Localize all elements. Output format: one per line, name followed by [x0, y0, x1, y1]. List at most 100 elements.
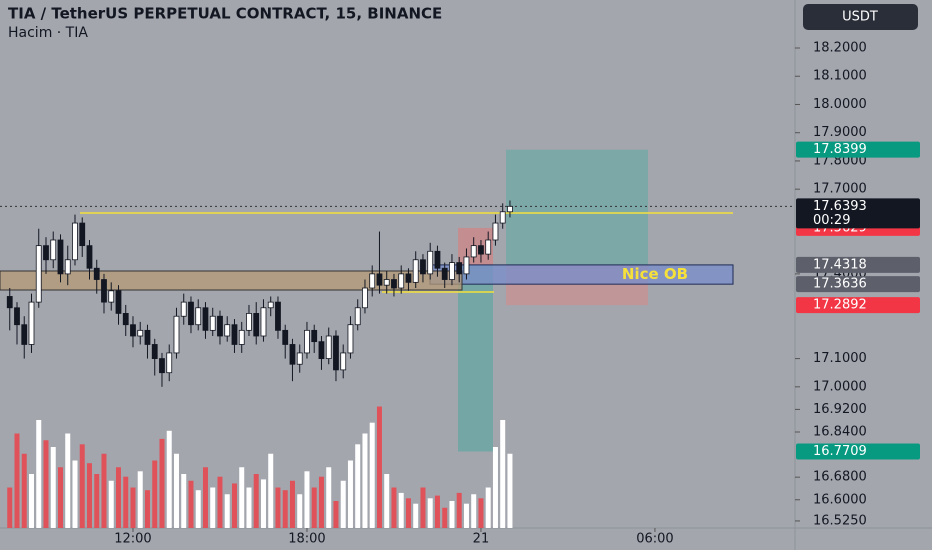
- candle-body: [311, 329, 318, 343]
- candle-body: [28, 301, 35, 345]
- volume-bar: [434, 495, 440, 528]
- volume-bar: [326, 467, 332, 528]
- candle-body: [79, 222, 86, 247]
- candle-body: [122, 313, 129, 326]
- volume-bar: [311, 487, 317, 528]
- y-tick-label: 17.1000: [813, 351, 867, 366]
- candle-body: [50, 239, 57, 261]
- volume-bar: [94, 474, 100, 528]
- volume-bar: [333, 501, 339, 528]
- volume-bar: [507, 453, 513, 528]
- candle-body: [231, 324, 238, 345]
- currency-button-label[interactable]: USDT: [842, 10, 878, 25]
- candle-body: [260, 307, 267, 337]
- volume-bar: [166, 430, 172, 528]
- candle-body: [101, 279, 107, 303]
- candle-body: [209, 315, 216, 331]
- candle-body: [159, 358, 165, 374]
- candle-body: [14, 307, 20, 326]
- volume-bar: [108, 480, 114, 528]
- candle-body: [325, 335, 332, 359]
- candle-body: [173, 315, 180, 354]
- candle-body: [412, 259, 419, 283]
- candle-body: [318, 341, 325, 359]
- candle-body: [485, 239, 492, 255]
- volume-bar: [347, 460, 353, 528]
- candle-body: [449, 262, 455, 280]
- x-tick-label: 12:00: [114, 532, 151, 547]
- zone-box: [0, 270, 463, 291]
- x-tick-label: 18:00: [288, 532, 325, 547]
- candle-body: [441, 267, 448, 280]
- currency-button[interactable]: [803, 4, 918, 30]
- y-tick-label: 18.0000: [813, 97, 867, 112]
- candle-body: [499, 211, 506, 224]
- volume-bar: [289, 480, 295, 528]
- candle-body: [369, 273, 376, 289]
- volume-bar: [369, 422, 375, 528]
- volume-bar: [36, 420, 42, 528]
- volume-bar: [130, 487, 136, 528]
- volume-bar: [224, 494, 230, 528]
- volume-bar: [79, 444, 85, 528]
- candle-body: [478, 245, 484, 255]
- candle-body: [224, 324, 231, 337]
- candle-body: [376, 273, 383, 286]
- candle-body: [427, 250, 434, 275]
- volume-bar: [72, 460, 78, 528]
- price-label: 17.2892: [813, 298, 867, 313]
- candle-body: [35, 245, 42, 303]
- volume-bar: [420, 487, 426, 528]
- volume-bar: [123, 476, 129, 528]
- y-tick-label: 16.5250: [813, 513, 867, 528]
- volume-bar: [159, 438, 165, 528]
- volume-bar: [355, 444, 361, 528]
- volume-bar: [28, 474, 34, 528]
- candle-body: [57, 239, 64, 275]
- volume-bar: [50, 447, 56, 528]
- volume-bar: [239, 467, 245, 528]
- candle-body: [507, 205, 513, 213]
- candle-body: [253, 313, 260, 337]
- volume-bar: [449, 501, 455, 528]
- candle-body: [267, 301, 274, 309]
- price-label-chip: [796, 276, 920, 293]
- volume-bar: [195, 490, 201, 528]
- y-tick-label: 18.1000: [813, 69, 867, 84]
- x-tick-label: 06:00: [636, 532, 673, 547]
- volume-bar: [202, 467, 208, 528]
- candle-body: [115, 290, 122, 314]
- volume-bar: [115, 467, 121, 528]
- volume-bar: [463, 503, 469, 528]
- volume-bar: [275, 487, 281, 528]
- candle-body: [202, 307, 209, 331]
- price-label: 17.3636: [813, 277, 867, 292]
- price-label-chip: [796, 297, 920, 314]
- volume-bar: [282, 490, 288, 528]
- volume-bar: [181, 474, 187, 528]
- y-tick-label: 17.9000: [813, 125, 867, 140]
- target-zone: [506, 149, 648, 265]
- volume-bar: [173, 453, 179, 528]
- volume-bar: [217, 476, 223, 528]
- price-label: 17.8399: [813, 142, 867, 157]
- candle-body: [246, 313, 252, 331]
- candle-body: [333, 335, 339, 371]
- volume-bar: [246, 487, 252, 528]
- volume-bar: [86, 463, 92, 528]
- volume-bar: [65, 433, 71, 528]
- volume-bar: [304, 471, 310, 528]
- volume-bar: [101, 453, 107, 528]
- volume-bar: [485, 487, 491, 528]
- volume-bar: [7, 487, 13, 528]
- volume-bar: [14, 433, 20, 528]
- candle-body: [188, 301, 194, 326]
- candle-body: [21, 324, 28, 345]
- candle-body: [6, 296, 13, 309]
- y-tick-label: 17.0000: [813, 379, 867, 394]
- volume-bar: [391, 487, 397, 528]
- volume-bar: [442, 507, 448, 528]
- volume-bar: [210, 487, 216, 528]
- volume-bar: [43, 440, 49, 528]
